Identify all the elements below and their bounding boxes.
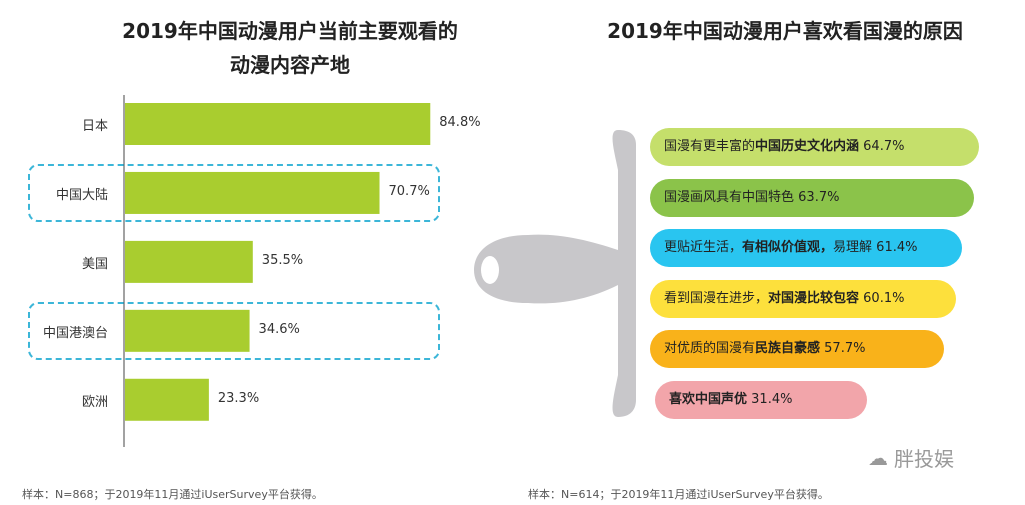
left-sample-note: 样本：N=868；于2019年11月通过iUserSurvey平台获得。 bbox=[22, 488, 323, 501]
reason-pill: 国漫有更丰富的中国历史文化内涵 64.7% bbox=[650, 128, 979, 166]
reason-text: 看到国漫在进步，对国漫比较包容 bbox=[664, 290, 860, 306]
right-sample-note: 样本：N=614；于2019年11月通过iUserSurvey平台获得。 bbox=[528, 488, 829, 501]
highlight-box bbox=[28, 163, 440, 222]
reason-pill: 对优质的国漫有民族自豪感 57.7% bbox=[650, 330, 944, 369]
reason-value: 57.7% bbox=[820, 341, 866, 357]
reason-pill: 喜欢中国声优 31.4% bbox=[655, 381, 867, 419]
right-chart-title: 2019年中国动漫用户喜欢看国漫的原因 bbox=[607, 19, 963, 43]
category-label: 美国 bbox=[81, 256, 108, 272]
value-label: 35.5% bbox=[261, 252, 304, 268]
reason-value: 31.4% bbox=[747, 392, 793, 407]
value-label: 84.8% bbox=[439, 115, 481, 130]
watermark-text: 胖投娱 bbox=[894, 447, 954, 471]
reason-text: 喜欢中国声优 bbox=[669, 392, 748, 407]
spatula-hole bbox=[481, 256, 499, 284]
value-label: 23.3% bbox=[217, 390, 260, 406]
spatula-graphic bbox=[474, 130, 636, 417]
bar-1 bbox=[125, 171, 380, 214]
reason-text: 对优质的国漫有民族自豪感 bbox=[664, 341, 821, 357]
value-label: 34.6% bbox=[258, 321, 300, 337]
bar-0 bbox=[125, 103, 431, 145]
category-label: 日本 bbox=[81, 119, 108, 134]
left-title-line2: 动漫内容产地 bbox=[230, 53, 350, 77]
bar-2 bbox=[125, 240, 253, 283]
category-label: 中国港澳台 bbox=[42, 325, 108, 341]
left-bar-chart bbox=[123, 95, 431, 447]
spatula-shape bbox=[474, 130, 636, 417]
category-label: 中国大陆 bbox=[55, 187, 108, 203]
reason-pill: 国漫画风具有中国特色 63.7% bbox=[650, 178, 974, 217]
highlight-box bbox=[28, 301, 440, 360]
value-label: 70.7% bbox=[388, 183, 430, 199]
reason-value: 60.1% bbox=[859, 290, 905, 306]
left-title-line1: 2019年中国动漫用户当前主要观看的 bbox=[122, 19, 458, 43]
left-chart-title: 2019年中国动漫用户当前主要观看的 动漫内容产地 bbox=[70, 14, 510, 82]
reason-value: 61.4% bbox=[872, 240, 918, 256]
watermark: ☁ 胖投娱 bbox=[868, 443, 954, 472]
reason-value: 64.7% bbox=[859, 139, 905, 154]
bar-3 bbox=[125, 309, 250, 352]
bar-4 bbox=[125, 378, 209, 421]
reason-value: 63.7% bbox=[794, 189, 840, 205]
category-label: 欧洲 bbox=[81, 394, 108, 410]
reason-text: 国漫有更丰富的中国历史文化内涵 bbox=[664, 139, 860, 154]
reason-text: 更贴近生活，有相似价值观，易理解 bbox=[664, 240, 873, 256]
wechat-icon: ☁ bbox=[868, 445, 888, 470]
reason-text: 国漫画风具有中国特色 bbox=[664, 189, 795, 205]
reason-pill: 更贴近生活，有相似价值观，易理解 61.4% bbox=[650, 229, 962, 268]
reason-pill: 看到国漫在进步，对国漫比较包容 60.1% bbox=[650, 279, 956, 318]
